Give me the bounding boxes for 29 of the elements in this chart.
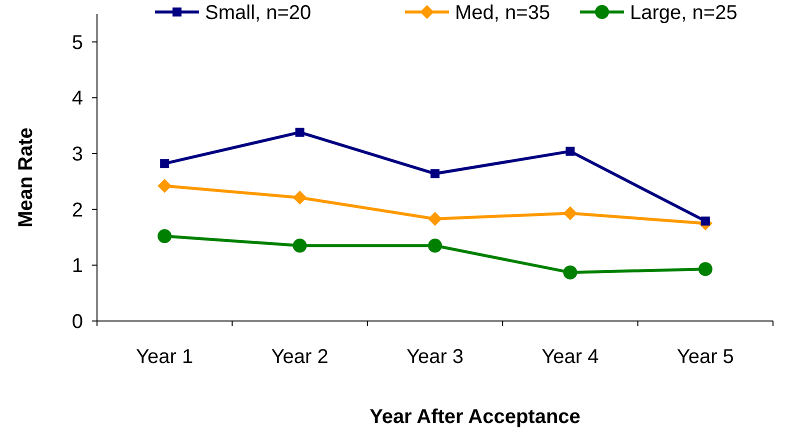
y-tick-label: 0 bbox=[72, 311, 83, 333]
point bbox=[563, 265, 578, 280]
point bbox=[158, 178, 172, 193]
y-tick-label: 3 bbox=[72, 144, 83, 166]
point bbox=[566, 146, 575, 156]
y-tick-label: 1 bbox=[72, 255, 83, 278]
x-tick-label: Year 2 bbox=[271, 346, 328, 368]
point bbox=[563, 206, 578, 220]
point bbox=[428, 212, 442, 226]
legend-label: Small, n=20 bbox=[205, 2, 312, 24]
y-tick-label: 5 bbox=[72, 32, 83, 54]
x-tick-label: Year 4 bbox=[542, 346, 599, 368]
point bbox=[428, 238, 442, 253]
legend-label: Med, n=35 bbox=[455, 2, 550, 24]
point bbox=[292, 238, 307, 253]
point bbox=[295, 128, 304, 137]
point bbox=[158, 229, 172, 244]
point bbox=[430, 169, 440, 178]
y-axis-title: Mean Rate bbox=[15, 127, 37, 228]
x-tick-label: Year 3 bbox=[406, 346, 464, 368]
legend-label: Large, n=25 bbox=[630, 2, 738, 24]
point bbox=[160, 159, 170, 168]
x-tick-label: Year 5 bbox=[676, 346, 734, 368]
y-tick-label: 4 bbox=[72, 88, 83, 110]
x-axis-title: Year After Acceptance bbox=[370, 406, 580, 428]
point bbox=[698, 262, 712, 276]
x-tick-label: Year 1 bbox=[136, 346, 194, 368]
point bbox=[292, 190, 307, 205]
y-tick-label: 2 bbox=[72, 199, 83, 222]
